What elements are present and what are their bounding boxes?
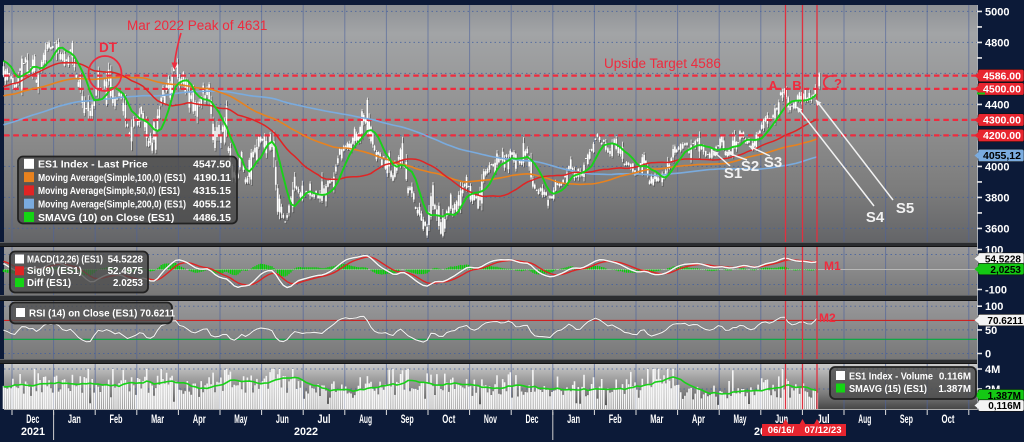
svg-text:-100: -100	[985, 285, 1007, 297]
svg-text:Jan: Jan	[68, 414, 81, 426]
svg-text:4M: 4M	[985, 364, 1000, 376]
svg-text:2.0253: 2.0253	[113, 278, 144, 289]
svg-text:Sep: Sep	[401, 414, 414, 426]
svg-text:DT: DT	[99, 40, 118, 55]
svg-text:May: May	[734, 414, 747, 426]
svg-text:Feb: Feb	[110, 414, 123, 426]
svg-text:SMAVG (15) (ES1): SMAVG (15) (ES1)	[849, 384, 927, 395]
svg-text:Jul: Jul	[817, 414, 830, 426]
svg-text:4190.11: 4190.11	[194, 172, 232, 184]
svg-text:Mar 2022 Peak of 4631: Mar 2022 Peak of 4631	[127, 18, 267, 33]
svg-text:100: 100	[985, 301, 1003, 313]
svg-text:Diff (ES1): Diff (ES1)	[27, 278, 71, 289]
svg-text:Jul: Jul	[318, 414, 331, 426]
svg-text:Moving Average(Simple,100,0) (: Moving Average(Simple,100,0) (ES1)	[38, 172, 186, 184]
svg-text:Moving Average(Simple,200,0) (: Moving Average(Simple,200,0) (ES1)	[38, 199, 186, 211]
svg-text:1,387M: 1,387M	[988, 391, 1021, 402]
svg-text:B: B	[792, 78, 801, 93]
svg-text:4486.15: 4486.15	[193, 212, 231, 224]
svg-text:Oct: Oct	[442, 414, 455, 426]
svg-text:0,116M: 0,116M	[988, 401, 1021, 412]
svg-text:Feb: Feb	[609, 414, 622, 426]
svg-text:Mar: Mar	[151, 414, 164, 426]
svg-text:07/12/23: 07/12/23	[805, 425, 842, 436]
svg-text:3600: 3600	[985, 223, 1009, 235]
svg-text:M2: M2	[819, 311, 836, 325]
svg-text:RSI (14) on Close (ES1) 70.6: RSI (14) on Close (ES1) 70.6211	[29, 309, 175, 320]
svg-text:S3: S3	[764, 154, 782, 171]
svg-text:ES1 Index - Last Price: ES1 Index - Last Price	[38, 159, 148, 171]
svg-text:Mar: Mar	[650, 414, 663, 426]
svg-text:1.387M: 1.387M	[938, 384, 971, 395]
svg-text:2022: 2022	[294, 426, 318, 438]
svg-text:Moving Average(Simple,50,0) (E: Moving Average(Simple,50,0) (ES1)	[38, 185, 180, 197]
svg-text:54,5228: 54,5228	[985, 254, 1022, 265]
svg-text:06/16/: 06/16/	[768, 425, 795, 436]
svg-text:4300.00: 4300.00	[983, 115, 1021, 127]
svg-text:3800: 3800	[985, 192, 1009, 204]
svg-text:ES1 Index - Volume: ES1 Index - Volume	[849, 372, 934, 383]
svg-text:S2: S2	[741, 158, 759, 175]
svg-text:Jan: Jan	[567, 414, 580, 426]
svg-text:S5: S5	[896, 200, 914, 217]
svg-text:0: 0	[985, 349, 991, 361]
svg-text:Upside Target 4586: Upside Target 4586	[604, 56, 721, 71]
svg-text:?: ?	[834, 76, 842, 91]
svg-text:Sep: Sep	[900, 414, 913, 426]
svg-text:70.6211: 70.6211	[987, 316, 1023, 327]
svg-text:Nov: Nov	[484, 414, 497, 426]
svg-text:MACD(12,26) (ES1): MACD(12,26) (ES1)	[27, 254, 103, 265]
svg-text:54.5228: 54.5228	[108, 254, 144, 265]
svg-text:Dec: Dec	[526, 414, 539, 426]
svg-text:2021: 2021	[21, 426, 45, 438]
svg-text:M1: M1	[824, 259, 841, 273]
svg-text:Oct: Oct	[942, 414, 955, 426]
svg-text:S4: S4	[866, 209, 885, 226]
svg-text:50: 50	[985, 325, 997, 337]
svg-text:5000: 5000	[985, 6, 1009, 18]
svg-text:S1: S1	[724, 165, 742, 182]
svg-text:4055.12: 4055.12	[193, 199, 231, 211]
svg-text:Jun: Jun	[276, 414, 289, 426]
svg-text:May: May	[234, 414, 247, 426]
svg-text:Aug: Aug	[359, 414, 372, 426]
svg-text:2,0253: 2,0253	[990, 265, 1021, 276]
svg-text:SMAVG (10) on Close (ES1): SMAVG (10) on Close (ES1)	[38, 212, 174, 224]
svg-text:4547.50: 4547.50	[193, 159, 231, 171]
svg-text:4586.00: 4586.00	[983, 70, 1021, 82]
svg-text:4055,12: 4055,12	[983, 150, 1021, 162]
svg-text:Aug: Aug	[858, 414, 871, 426]
svg-text:0.116M: 0.116M	[939, 372, 971, 383]
svg-text:52.4975: 52.4975	[108, 266, 144, 277]
svg-text:4000: 4000	[985, 161, 1009, 173]
svg-text:Apr: Apr	[193, 414, 206, 426]
svg-text:A: A	[768, 78, 778, 93]
svg-text:4800: 4800	[985, 37, 1009, 49]
svg-text:Apr: Apr	[692, 414, 705, 426]
svg-text:Sig(9) (ES1): Sig(9) (ES1)	[27, 266, 82, 277]
svg-text:4200.00: 4200.00	[983, 130, 1021, 142]
svg-text:4315.15: 4315.15	[193, 185, 231, 197]
svg-text:4500.00: 4500.00	[983, 84, 1021, 96]
svg-text:Dec: Dec	[26, 414, 39, 426]
svg-text:4400: 4400	[985, 99, 1009, 111]
